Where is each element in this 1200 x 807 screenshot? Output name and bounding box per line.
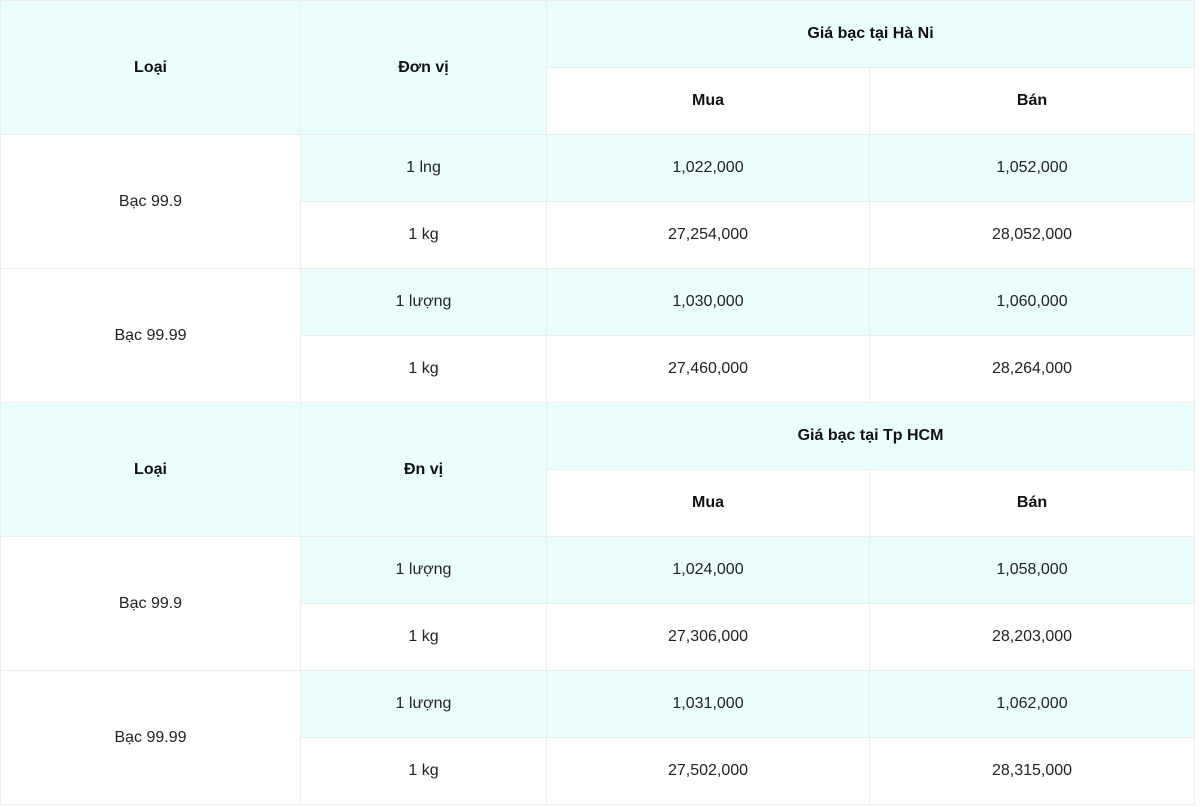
unit-cell: 1 lượng	[300, 268, 547, 336]
unit-cell: 1 lượng	[300, 536, 547, 604]
sell-price-cell: 1,060,000	[868, 268, 1196, 336]
unit-cell: 1 kg	[300, 335, 547, 403]
table-row: 1 kg 27,460,000 28,264,000	[1, 335, 1196, 403]
table-row: 1 kg 27,254,000 28,052,000	[1, 201, 1196, 269]
buy-price-cell: 1,022,000	[546, 134, 870, 202]
unit-cell: 1 kg	[300, 201, 547, 269]
buy-price-cell: 1,031,000	[546, 670, 870, 738]
buy-price-cell: 27,254,000	[546, 201, 870, 269]
buy-price-cell: 27,306,000	[546, 603, 870, 671]
header-row: Mua Bán	[1, 67, 1196, 135]
buy-price-cell: 27,460,000	[546, 335, 870, 403]
table-row: Bạc 99.9 1 lng 1,022,000 1,052,000	[0, 134, 1196, 269]
table-row: Bạc 99.9 1 lượng 1,024,000 1,058,000	[0, 536, 1196, 671]
buy-price-cell: 1,030,000	[546, 268, 870, 336]
sell-price-cell: 28,315,000	[868, 737, 1196, 805]
silver-type-cell: Bạc 99.9	[0, 536, 301, 671]
buy-price-cell: 27,502,000	[546, 737, 870, 805]
header-unit: Đơn vị	[300, 0, 547, 135]
header-row: Loại Đơn vị Giá bạc tại Hà Ni	[0, 0, 1196, 135]
header-row: Mua Bán	[1, 469, 1196, 537]
header-buy: Mua	[546, 469, 870, 537]
table-row: Bạc 99.99 1 lượng 1,030,000 1,060,000	[0, 268, 1196, 403]
sell-price-cell: 28,264,000	[868, 335, 1196, 403]
header-type: Loại	[0, 0, 301, 135]
header-sell: Bán	[868, 469, 1196, 537]
unit-cell: 1 kg	[300, 737, 547, 805]
table-row: 1 kg 27,502,000 28,315,000	[1, 737, 1196, 805]
sell-price-cell: 1,062,000	[868, 670, 1196, 738]
header-region: Giá bạc tại Tp HCM	[545, 402, 1196, 470]
sell-price-cell: 1,058,000	[868, 536, 1196, 604]
silver-type-cell: Bạc 99.99	[0, 268, 301, 403]
unit-cell: 1 lng	[300, 134, 547, 202]
header-sell: Bán	[868, 67, 1196, 135]
sell-price-cell: 1,052,000	[868, 134, 1196, 202]
header-type: Loại	[0, 402, 301, 537]
unit-cell: 1 kg	[300, 603, 547, 671]
unit-cell: 1 lượng	[300, 670, 547, 738]
header-row: Loại Đn vị Giá bạc tại Tp HCM	[0, 402, 1196, 537]
table-row: 1 kg 27,306,000 28,203,000	[1, 603, 1196, 671]
buy-price-cell: 1,024,000	[546, 536, 870, 604]
header-unit: Đn vị	[300, 402, 547, 537]
sell-price-cell: 28,203,000	[868, 603, 1196, 671]
silver-type-cell: Bạc 99.9	[0, 134, 301, 269]
sell-price-cell: 28,052,000	[868, 201, 1196, 269]
header-buy: Mua	[546, 67, 870, 135]
header-region: Giá bạc tại Hà Ni	[545, 0, 1196, 68]
table-row: Bạc 99.99 1 lượng 1,031,000 1,062,000	[0, 670, 1196, 805]
silver-type-cell: Bạc 99.99	[0, 670, 301, 805]
